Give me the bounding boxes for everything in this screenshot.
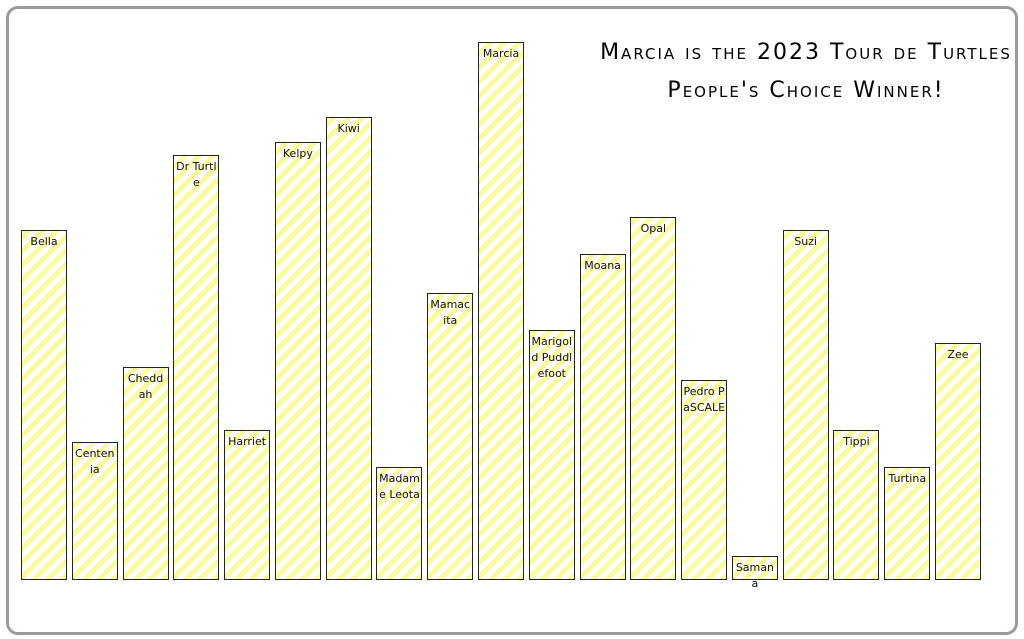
bar-label: Zee xyxy=(947,348,969,361)
bar-label: Mamacita xyxy=(430,298,471,327)
bar: Moana xyxy=(579,254,626,580)
bar: Turtina xyxy=(884,467,931,580)
bar: Madame Leota xyxy=(376,467,423,580)
bar-label: Cheddah xyxy=(127,372,164,401)
bar: Samana xyxy=(731,556,778,590)
bar-label: Suzi xyxy=(794,235,818,248)
bar: Kiwi xyxy=(325,117,372,580)
chart-title: Marcia is the 2023 Tour de Turtles Peopl… xyxy=(600,40,1012,103)
bar: Suzi xyxy=(782,230,829,580)
bar-label: Turtina xyxy=(888,472,927,485)
bar: Kelpy xyxy=(274,142,321,580)
bar: Marigold Puddlefoot xyxy=(528,330,575,580)
bar-label: Samana xyxy=(735,561,774,590)
bar-label: Kelpy xyxy=(282,147,313,160)
bar-label: Marigold Puddlefoot xyxy=(531,335,573,380)
bar: Zee xyxy=(935,343,982,580)
bar: Harriet xyxy=(224,430,271,580)
bar-label: Dr Turtle xyxy=(176,160,217,189)
bar: Tippi xyxy=(833,430,880,580)
bar: Dr Turtle xyxy=(173,155,220,580)
bar: Pedro PaSCALE xyxy=(681,380,728,580)
bar: Mamacita xyxy=(427,293,474,580)
bar: Centenia xyxy=(71,442,118,580)
bar: Opal xyxy=(630,217,677,580)
bar-label: Bella xyxy=(30,235,58,248)
bar-label: Moana xyxy=(584,259,621,272)
bar: Bella xyxy=(21,230,67,580)
bar-label: Harriet xyxy=(228,435,267,448)
bar-label: Marcia xyxy=(482,47,520,60)
bar: Marcia xyxy=(478,42,525,580)
bar-label: Kiwi xyxy=(337,122,360,135)
bar: Cheddah xyxy=(122,367,169,580)
bar-label: Madame Leota xyxy=(379,472,420,501)
bar-label: Pedro PaSCALE xyxy=(683,385,726,414)
bar-label: Centenia xyxy=(75,447,115,476)
bar-label: Tippi xyxy=(843,435,870,448)
bar-label: Opal xyxy=(640,222,667,235)
